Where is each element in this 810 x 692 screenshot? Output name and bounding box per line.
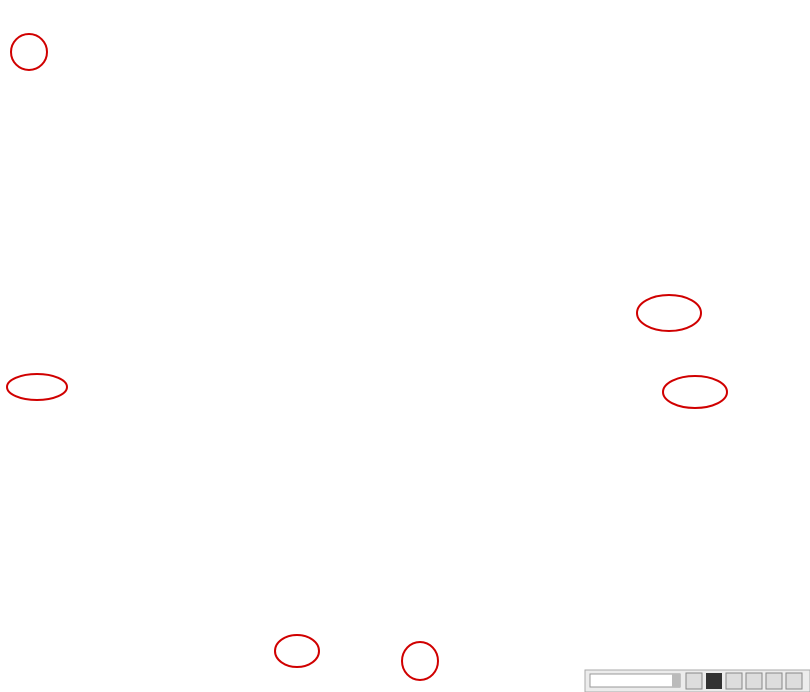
scroll-track[interactable]	[589, 673, 681, 688]
scroll-bar	[584, 669, 810, 692]
zoom-in[interactable]	[685, 672, 703, 690]
circle	[636, 294, 702, 332]
scroll-thumb[interactable]	[672, 674, 680, 687]
next[interactable]	[785, 672, 803, 690]
circle	[274, 634, 320, 668]
stop-button[interactable]	[706, 673, 722, 689]
prev[interactable]	[765, 672, 783, 690]
circle	[401, 641, 439, 681]
zoom-out[interactable]	[725, 672, 743, 690]
circle	[10, 33, 48, 71]
zoom-fit[interactable]	[745, 672, 763, 690]
circle	[6, 373, 68, 401]
highlight-circles	[6, 33, 728, 681]
circle	[662, 375, 728, 409]
